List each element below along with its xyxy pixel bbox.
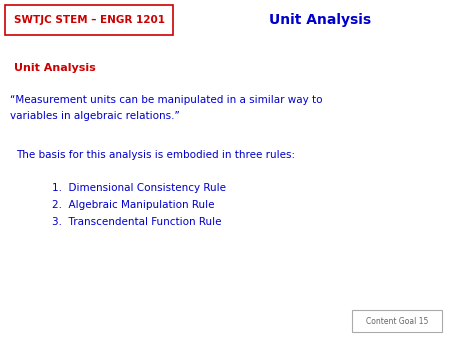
Text: 2.  Algebraic Manipulation Rule: 2. Algebraic Manipulation Rule [52,200,215,210]
Text: 1.  Dimensional Consistency Rule: 1. Dimensional Consistency Rule [52,183,226,193]
Text: Content Goal 15: Content Goal 15 [366,316,428,325]
Text: The basis for this analysis is embodied in three rules:: The basis for this analysis is embodied … [16,150,295,160]
Text: SWTJC STEM – ENGR 1201: SWTJC STEM – ENGR 1201 [14,15,165,25]
Text: variables in algebraic relations.”: variables in algebraic relations.” [10,111,180,121]
Text: “Measurement units can be manipulated in a similar way to: “Measurement units can be manipulated in… [10,95,323,105]
Text: Unit Analysis: Unit Analysis [14,63,96,73]
Bar [5,5,173,35]
Text: 3.  Transcendental Function Rule: 3. Transcendental Function Rule [52,217,221,227]
Bar [352,310,442,332]
Text: Unit Analysis: Unit Analysis [269,13,371,27]
